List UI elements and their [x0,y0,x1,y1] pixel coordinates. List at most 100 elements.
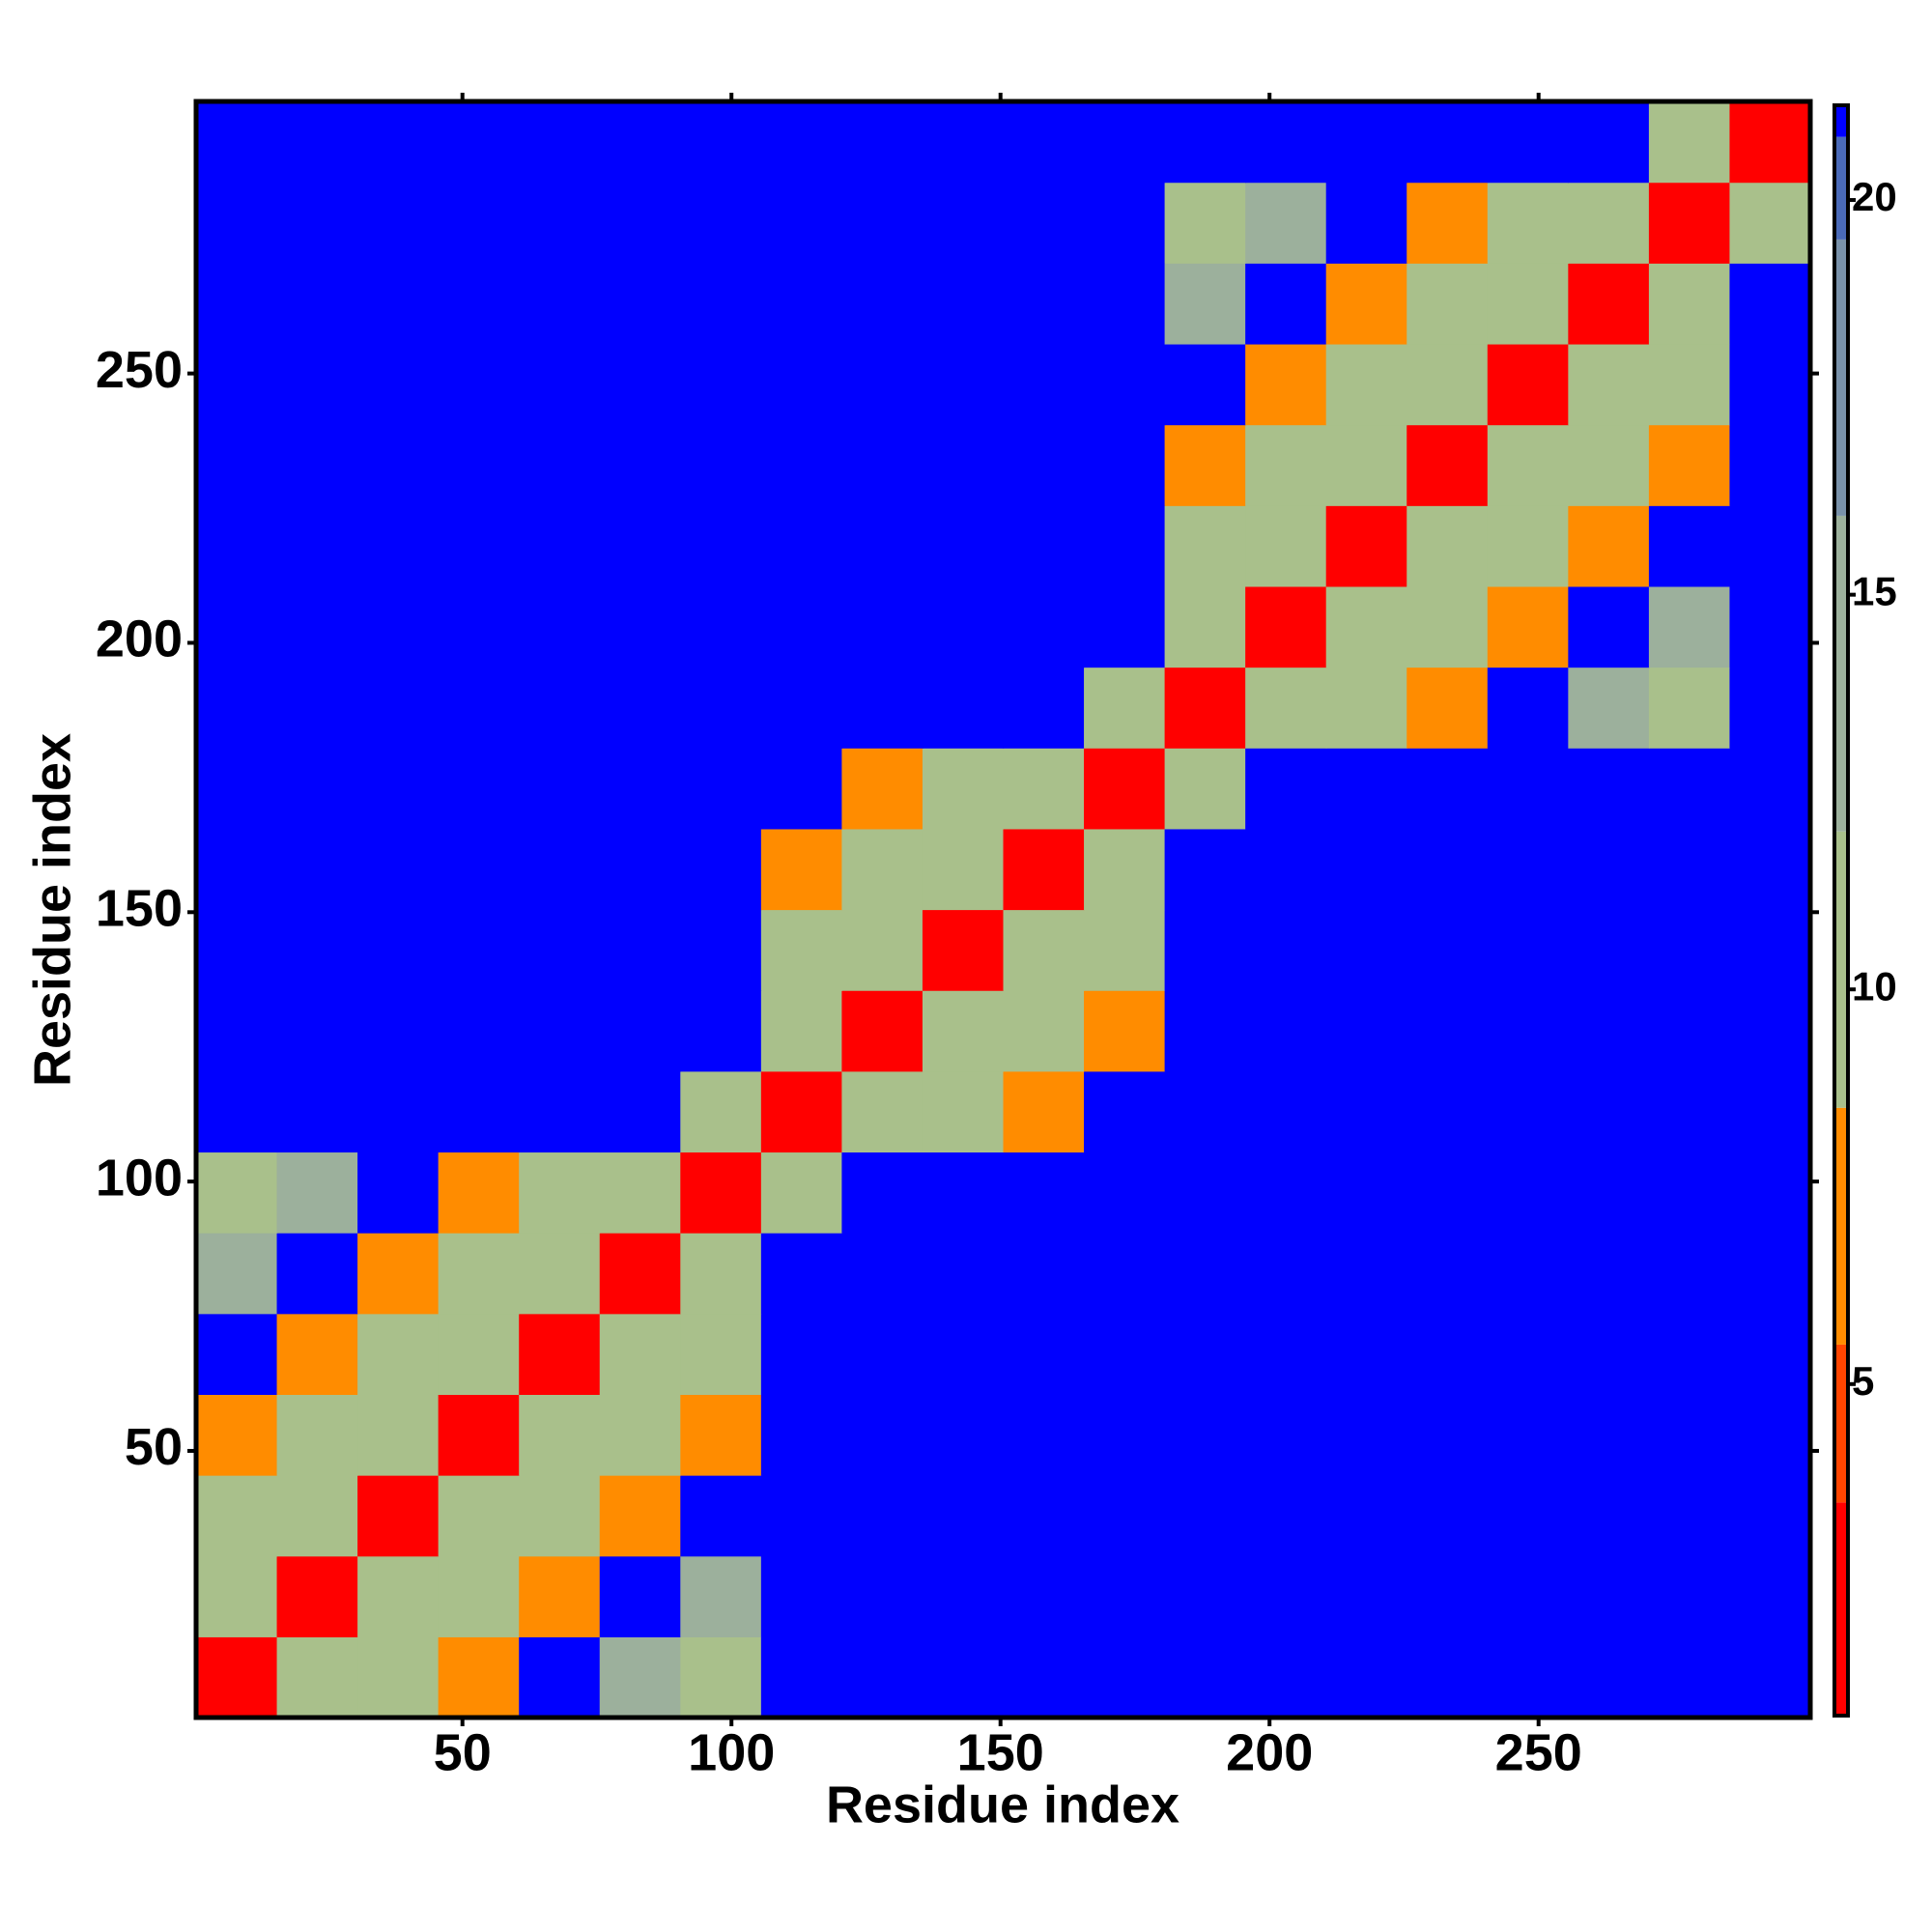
heatmap-cell [519,424,601,506]
heatmap-cell [1648,101,1731,184]
colorbar [1834,105,1848,1716]
heatmap-cell [1568,263,1650,345]
heatmap-cell [680,1475,762,1557]
heatmap-cell [1164,748,1246,830]
heatmap-cell [276,505,358,587]
heatmap-cell [1406,585,1489,668]
heatmap-cell [438,424,520,506]
heatmap-cell [922,990,1005,1072]
heatmap-cell [357,585,440,668]
heatmap-cell [438,1475,520,1557]
heatmap-cell [1406,990,1489,1072]
heatmap-cell [1648,505,1731,587]
colorbar-segment [1834,105,1848,137]
heatmap-cell [438,343,520,426]
heatmap-cell [519,343,601,426]
heatmap-cell [519,1555,601,1637]
colorbar-tick-label: 15 [1852,569,1897,614]
heatmap-cell [599,101,681,184]
heatmap-cell [841,667,923,749]
heatmap-cell [841,505,923,587]
heatmap-cell [1003,1555,1085,1637]
heatmap-cell [1003,1636,1085,1719]
heatmap-cell [1325,1394,1407,1476]
heatmap-cell [599,909,681,991]
heatmap-cell [438,1555,520,1637]
heatmap-cell [438,990,520,1072]
heatmap-cell [922,505,1005,587]
heatmap-cell [1245,1555,1327,1637]
heatmap-cell [1164,1475,1246,1557]
heatmap-cell [1245,1636,1327,1719]
heatmap-cell [1648,1394,1731,1476]
heatmap-cell [1245,343,1327,426]
heatmap-cell [599,828,681,911]
heatmap-cell [1406,1070,1489,1153]
heatmap-cell [1406,748,1489,830]
heatmap-cell [357,1070,440,1153]
heatmap-cell [276,101,358,184]
heatmap-cell [1406,101,1489,184]
heatmap-cell [1729,263,1811,345]
heatmap-cell [1245,585,1327,668]
heatmap-cell [276,585,358,668]
heatmap-cell [1164,424,1246,506]
heatmap-cell [680,1070,762,1153]
heatmap-cell [1325,263,1407,345]
heatmap-cell [438,505,520,587]
heatmap-cell [1487,424,1569,506]
heatmap-cell [276,1151,358,1234]
heatmap-cell [1084,182,1166,264]
heatmap-cell [841,1394,923,1476]
heatmap-cell [760,585,842,668]
heatmap-cell [1325,828,1407,911]
heatmap-cell [1487,667,1569,749]
heatmap-cell [357,990,440,1072]
heatmap-cell [922,101,1005,184]
heatmap-cell [1729,1394,1811,1476]
heatmap-cell [1729,667,1811,749]
heatmap-cell [1487,1555,1569,1637]
plot-frame [193,99,1813,1720]
heatmap-cell [1648,1475,1731,1557]
heatmap-cell [1084,667,1166,749]
heatmap-cell [438,1636,520,1719]
heatmap-cell [276,1313,358,1395]
heatmap-cell [922,1394,1005,1476]
heatmap-cell [1164,828,1246,911]
heatmap-cell [841,990,923,1072]
heatmap-cell [1568,101,1650,184]
heatmap-cell [276,1475,358,1557]
heatmap-cell [1568,909,1650,991]
heatmap-cell [680,1555,762,1637]
heatmap-cell [841,828,923,911]
heatmap-cell [1325,1313,1407,1395]
heatmap-cell [1003,1233,1085,1315]
heatmap-cell [760,1636,842,1719]
heatmap-cell [1325,585,1407,668]
heatmap-cell [1084,101,1166,184]
colorbar-frame [1833,103,1850,1718]
heatmap-cell [760,909,842,991]
heatmap-cell [357,263,440,345]
heatmap-cell [1003,424,1085,506]
heatmap-cell [1729,828,1811,911]
heatmap-cell [1084,585,1166,668]
heatmap-cell [1084,505,1166,587]
heatmap-cell [1487,1233,1569,1315]
heatmap-cell [1245,101,1327,184]
heatmap-cell [922,667,1005,749]
heatmap-cell [1729,1070,1811,1153]
x-axis-title: Residue index [826,1776,1179,1833]
heatmap-cell [922,263,1005,345]
heatmap-cell [1164,585,1246,668]
heatmap-cell [680,1636,762,1719]
heatmap-cell [680,1151,762,1234]
heatmap-cell [357,505,440,587]
heatmap-cell [1164,1394,1246,1476]
heatmap-cell [680,667,762,749]
heatmap-cell [1245,182,1327,264]
heatmap-cell [196,505,278,587]
colorbar-segment [1834,1107,1848,1345]
heatmap [196,101,1811,1719]
